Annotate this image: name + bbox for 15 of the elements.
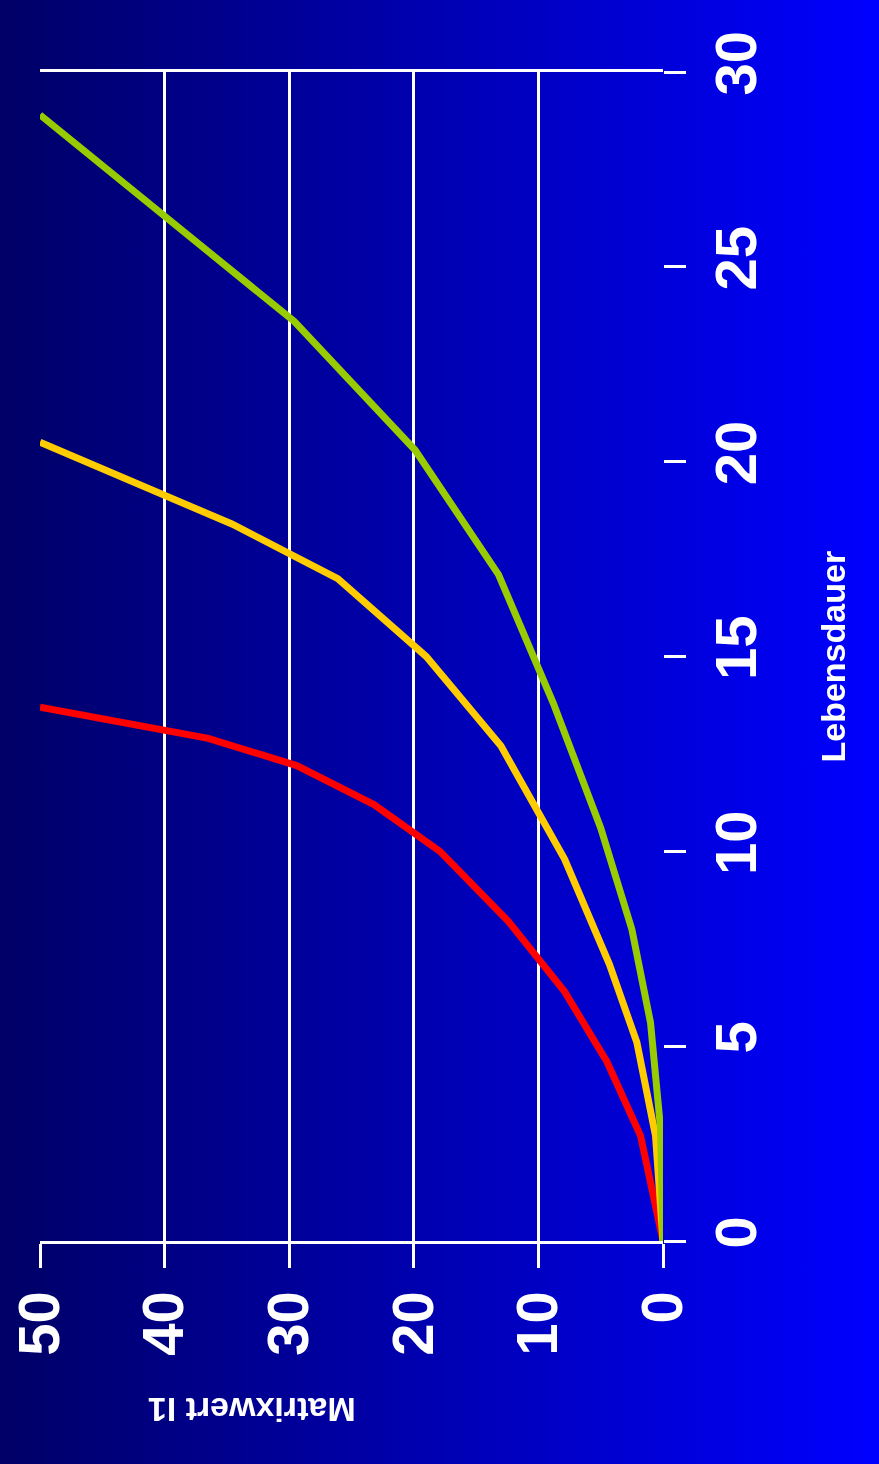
x-tick-label: 10 [504,1291,570,1356]
x-tick-label: 20 [379,1291,445,1356]
x-tick-label: 50 [5,1291,71,1356]
x-tick-label: 40 [130,1291,196,1356]
y-tick-label: 20 [702,420,768,486]
y-tick-label: 10 [702,810,768,875]
y-tick-label: 0 [702,1216,768,1249]
y-tick-label: 25 [702,225,768,291]
y-axis-title: Lebensdauer [813,550,852,763]
x-axis-title: Matrixwert I1 [147,1391,356,1429]
y-tick-label: 15 [702,615,768,681]
x-tick-label: 0 [628,1291,694,1324]
y-tick-label: 5 [702,1021,768,1054]
x-tick-label: 30 [255,1291,321,1356]
y-tick-label: 30 [702,31,768,96]
